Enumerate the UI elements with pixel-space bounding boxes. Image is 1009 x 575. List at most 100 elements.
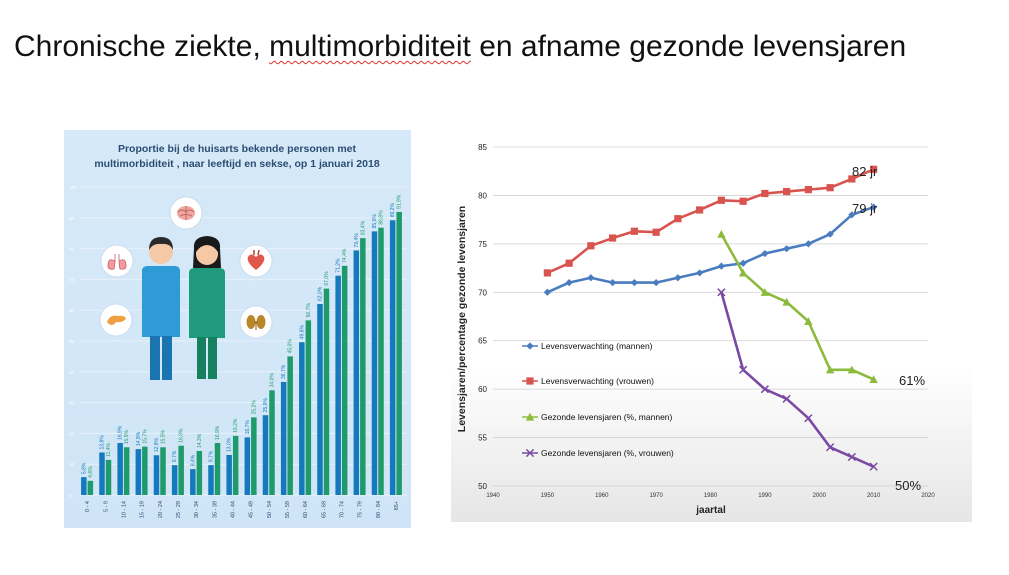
bar-y-tick: 60	[69, 308, 75, 313]
point-square	[652, 228, 660, 236]
bar-x-tick: 20 - 24	[158, 501, 164, 518]
bar-mannen	[262, 415, 269, 495]
point-square	[630, 227, 638, 235]
bar-mannen	[99, 452, 105, 495]
bar-vrouwen	[251, 417, 257, 495]
bar-x-tick: 5 - 9	[103, 501, 109, 512]
point-x	[869, 462, 878, 471]
line-x-tick: 1960	[595, 493, 609, 499]
line-y-tick: 55	[478, 434, 487, 443]
bar-value-label: 85,6%	[372, 214, 378, 229]
bar-y-tick: 0	[69, 493, 72, 498]
point-square	[587, 242, 595, 250]
point-square	[674, 215, 682, 223]
man-figure	[142, 237, 180, 380]
point-square	[804, 186, 812, 194]
bar-x-tick: 75 - 79	[358, 501, 364, 518]
x-axis-label: jaartal	[695, 505, 726, 516]
bar-value-label: 15,5%	[161, 430, 167, 445]
point-triangle	[847, 365, 857, 374]
bar-mannen	[81, 477, 87, 495]
line-x-tick: 1940	[486, 493, 500, 499]
point-x-stroke-b	[825, 443, 835, 452]
bar-value-label: 8,4%	[190, 454, 196, 466]
point-triangle	[717, 229, 726, 238]
bar-y-tick: 40	[69, 370, 75, 375]
bar-x-tick: 35 - 39	[212, 501, 218, 518]
bar-mannen	[317, 304, 323, 495]
bar-y-tick: 80	[69, 247, 75, 252]
slide-title: Chronische ziekte, multimorbiditeit en a…	[14, 30, 906, 64]
bar-mannen	[371, 231, 378, 495]
point-triangle	[869, 375, 878, 384]
bar-y-tick: 100	[69, 185, 77, 190]
bar-vrouwen	[305, 320, 312, 495]
bar-vrouwen	[323, 288, 330, 495]
bar-x-tick: 70 - 74	[339, 501, 345, 518]
bar-value-label: 56,7%	[306, 303, 312, 318]
point-x	[804, 414, 813, 423]
bar-value-label: 16,0%	[179, 428, 185, 443]
point-diamond	[826, 230, 834, 238]
bar-mannen	[153, 455, 160, 495]
bar-mannen	[299, 342, 305, 495]
bar-value-label: 89,2%	[390, 203, 396, 218]
legend-entry: Levensverwachting (vrouwen)	[541, 376, 654, 386]
point-diamond	[848, 211, 856, 219]
annotation-82-jr: 82 jr	[852, 164, 878, 179]
series-line-1	[546, 168, 875, 275]
line-x-tick: 1970	[649, 493, 663, 499]
bar-chart-title-line2: multimorbiditeit , naar leeftijd en seks…	[94, 158, 380, 170]
bar-y-tick: 10	[69, 462, 75, 467]
bar-y-tick: 50	[69, 339, 75, 344]
line-chart-background	[451, 130, 972, 522]
bar-mannen	[244, 437, 251, 495]
bar-x-tick: 85+	[394, 501, 400, 510]
point-diamond	[587, 274, 595, 282]
bar-value-label: 9,7%	[172, 450, 178, 462]
point-x	[738, 365, 748, 374]
bar-vrouwen	[396, 211, 402, 495]
point-square	[526, 377, 534, 385]
bar-chart-title-line1: Proportie bij de huisarts bekende person…	[118, 143, 357, 155]
title-text-1: Chronische ziekte,	[14, 30, 270, 63]
title-text-2: en afname gezonde levensjaren	[470, 30, 907, 63]
legend-entry: Gezonde levensjaren (%, mannen)	[541, 412, 673, 422]
bar-vrouwen	[378, 227, 384, 495]
bar-y-tick: 70	[69, 277, 75, 282]
bar-value-label: 49,6%	[299, 325, 305, 340]
kidneys-icon	[239, 305, 273, 339]
bar-value-label: 13,0%	[227, 437, 233, 452]
point-diamond	[761, 249, 769, 258]
line-x-tick: 1950	[541, 493, 555, 499]
title-text-misspelled: multimorbiditeit	[269, 30, 471, 63]
bar-value-label: 19,2%	[233, 418, 239, 433]
bar-vrouwen	[196, 450, 203, 495]
point-x-stroke-b	[782, 394, 791, 403]
bar-vrouwen	[160, 447, 166, 495]
bar-value-label: 9,7%	[209, 450, 215, 462]
point-diamond	[870, 203, 878, 211]
bar-value-label: 67,0%	[324, 271, 330, 286]
point-diamond	[674, 274, 682, 282]
bar-value-label: 18,7%	[245, 420, 251, 435]
bar-value-label: 12,9%	[154, 438, 160, 453]
line-y-tick: 85	[478, 143, 487, 152]
point-diamond	[804, 240, 812, 248]
bar-vrouwen	[269, 390, 275, 495]
line-x-tick: 2000	[813, 493, 827, 499]
bar-value-label: 11,4%	[106, 443, 112, 457]
bar-vrouwen	[214, 442, 221, 495]
bar-x-tick: 65 - 69	[321, 501, 327, 518]
point-square	[848, 175, 856, 183]
y-axis-label: Levensjaren/percentage gezonde levensjar…	[456, 206, 468, 432]
bar-mannen	[117, 442, 123, 495]
point-x	[782, 394, 791, 403]
bar-x-tick: 45 - 49	[249, 501, 255, 518]
bar-mannen	[335, 275, 341, 495]
point-square	[739, 197, 747, 205]
point-diamond	[543, 288, 551, 296]
bar-value-label: 16,9%	[215, 425, 221, 440]
life-expectancy-line-chart: 50 55 60 65 70 75 80 85 1940 1950 1960 1970 1980 1990…	[451, 130, 972, 522]
bar-mannen	[280, 381, 287, 495]
